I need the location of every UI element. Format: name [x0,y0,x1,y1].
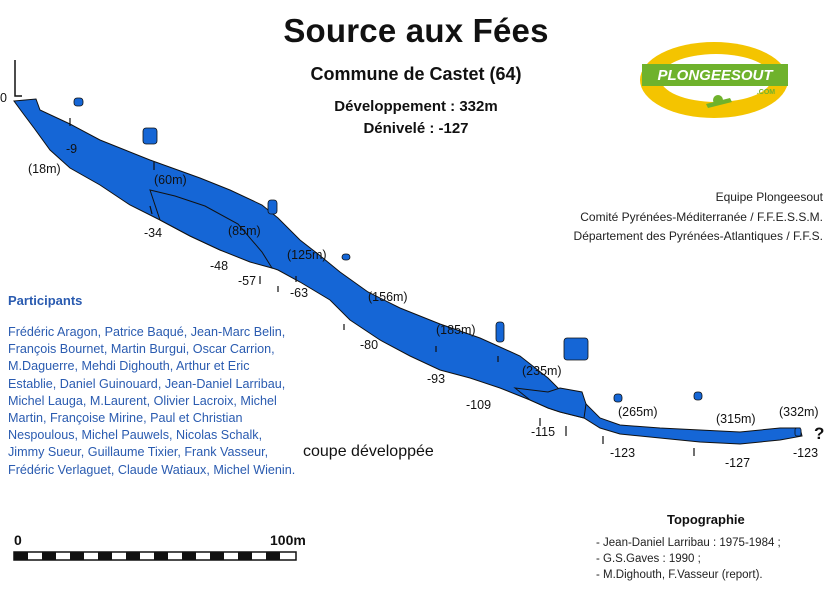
depth-label: -127 [725,456,751,470]
distance-label: (235m) [522,364,562,378]
team-line-2: Comité Pyrénées-Méditerranée / F.F.E.S.S… [580,210,823,224]
topographie-heading: Topographie [667,512,745,527]
entrance-line [14,60,22,97]
depth-ticks [69,118,695,456]
team-line-3: Département des Pyrénées-Atlantiques / F… [573,229,823,243]
section-type-label: coupe développée [303,443,434,460]
depth-label: -123 [793,446,819,460]
unknown-continuation-mark: ? [814,424,825,443]
depth-label: -34 [144,226,163,240]
distance-label: (18m) [28,162,61,176]
air-pocket-1 [73,97,84,107]
air-pocket-6 [563,337,589,361]
air-pocket-7 [613,393,623,403]
depth-label: -123 [610,446,636,460]
chamber-60m [149,189,274,269]
topographie-credit-1: - Jean-Daniel Larribau : 1975-1984 ; [596,537,781,549]
page-title: Source aux Fées [283,12,549,49]
scale-bar [13,551,297,561]
depth-label: 0 [0,91,7,105]
distance-label: (265m) [618,405,658,419]
logo-text: PLONGEESOUT [657,67,774,84]
topographie-credit-3: - M.Dighouth, F.Vasseur (report). [596,569,763,581]
distance-label: (332m) [779,405,819,419]
air-pocket-5 [495,321,505,343]
scale-max-label: 100m [270,532,306,548]
developpement-value: Développement : 332m [334,98,498,115]
team-line-1: Equipe Plongeesout [715,190,823,204]
depth-label: -93 [427,372,446,386]
participants-list: Frédéric Aragon, Patrice Baqué, Jean-Mar… [8,325,296,477]
air-pocket-2 [142,127,158,145]
plongeesout-logo: PLONGEESOUT .COM [640,42,788,118]
depth-label: -80 [360,338,379,352]
air-pocket-8 [693,391,703,401]
air-pocket-4 [341,253,351,261]
distance-label: (85m) [228,224,261,238]
participants-heading: Participants [8,293,83,308]
topographie-credit-2: - G.S.Gaves : 1990 ; [596,553,701,565]
air-pocket-9 [794,427,802,437]
depth-label: -63 [290,286,309,300]
distance-label: (185m) [436,323,476,337]
distance-label: (156m) [368,290,408,304]
distance-label: (315m) [716,412,756,426]
chamber-235m [513,387,587,419]
denivele-value: Dénivelé : -127 [363,120,469,137]
depth-label: -115 [531,425,556,439]
depth-label: -57 [238,274,257,288]
scale-zero-label: 0 [14,532,22,548]
depth-label: -109 [466,398,492,412]
logo-sub: .COM [757,89,775,96]
depth-label: -48 [210,259,229,273]
depth-label: -9 [66,142,78,156]
distance-label: (125m) [287,248,327,262]
distance-label: (60m) [154,173,187,187]
air-pocket-3 [267,199,278,215]
commune-subtitle: Commune de Castet (64) [310,64,522,84]
